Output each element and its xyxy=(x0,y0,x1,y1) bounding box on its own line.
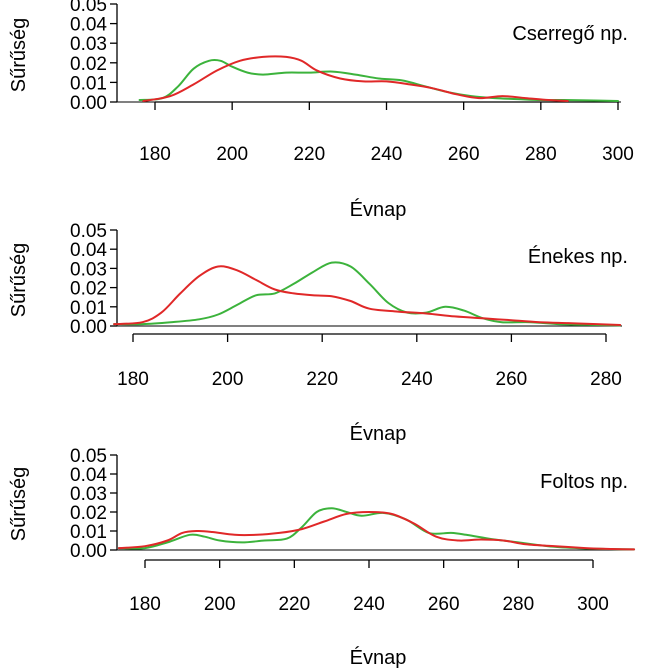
y-tick-label: 0.03 xyxy=(70,259,107,280)
panel-title-enekes: Énekes np. xyxy=(528,245,628,268)
x-tick-label: 280 xyxy=(590,369,622,390)
y-tick-label: 0.01 xyxy=(70,73,107,94)
y-tick-label: 0.04 xyxy=(70,15,107,36)
y-tick-label: 0.04 xyxy=(70,465,107,486)
x-axis-foltos: 180 200 220 240 260 280 300 xyxy=(129,559,609,615)
x-tick-label: 260 xyxy=(496,369,528,390)
y-tick-label: 0.02 xyxy=(70,503,107,524)
y-tick-label: 0.05 xyxy=(70,0,107,16)
x-axis-enekes: 180 200 220 240 260 280 xyxy=(117,333,622,390)
y-tick-label: 0.00 xyxy=(70,93,107,114)
density-line-red xyxy=(142,55,569,102)
y-axis-foltos: 0.000.010.020.030.040.05 xyxy=(70,446,634,562)
x-tick-label: 240 xyxy=(401,369,433,390)
y-axis-cserrego: 0.000.010.020.030.040.05 xyxy=(70,0,621,114)
x-tick-label: 180 xyxy=(117,369,149,390)
x-tick-label: 200 xyxy=(204,594,236,615)
x-tick-label: 260 xyxy=(428,594,460,615)
x-axis-cserrego: 180 200 220 240 260 280 300 xyxy=(139,101,634,165)
x-tick-label: 300 xyxy=(577,594,609,615)
x-axis-title-foltos: Évnap xyxy=(350,646,407,669)
x-tick-label: 220 xyxy=(278,594,310,615)
y-tick-label: 0.05 xyxy=(70,221,107,242)
panel-title-cserrego: Cserregő np. xyxy=(512,23,628,45)
y-tick-label: 0.02 xyxy=(70,279,107,300)
y-tick-label: 0.01 xyxy=(70,522,107,543)
y-tick-label: 0.01 xyxy=(70,298,107,319)
y-axis-title-cserrego: Sűrűség xyxy=(8,18,30,93)
y-tick-label: 0.05 xyxy=(70,446,107,467)
x-tick-label: 240 xyxy=(371,144,403,165)
x-tick-label: 180 xyxy=(139,144,171,165)
density-line-red xyxy=(117,511,636,551)
x-axis-title-cserrego: Évnap xyxy=(350,198,407,221)
x-tick-label: 220 xyxy=(293,144,325,165)
x-tick-label: 240 xyxy=(353,594,385,615)
y-tick-label: 0.03 xyxy=(70,484,107,505)
panel-title-foltos: Foltos np. xyxy=(540,471,628,493)
y-axis-enekes: 0.000.010.020.030.040.05 xyxy=(70,221,622,338)
panel-cserrego: 0.000.010.020.030.040.05 180 200 220 240 260… xyxy=(8,0,634,221)
density-line-green xyxy=(138,58,619,102)
y-axis-title-foltos: Sűrűség xyxy=(8,467,30,542)
y-tick-label: 0.03 xyxy=(70,34,107,55)
x-tick-label: 280 xyxy=(525,144,557,165)
y-tick-label: 0.04 xyxy=(70,240,107,261)
panel-enekes: 0.000.010.020.030.040.05 180 200 220 240 260… xyxy=(8,221,628,445)
y-tick-label: 0.00 xyxy=(70,317,107,338)
x-tick-label: 300 xyxy=(602,144,634,165)
x-tick-label: 260 xyxy=(448,144,480,165)
x-tick-label: 280 xyxy=(502,594,534,615)
x-tick-label: 220 xyxy=(306,369,338,390)
density-line-red xyxy=(113,265,622,326)
density-line-green xyxy=(113,261,622,327)
y-tick-label: 0.00 xyxy=(70,541,107,562)
density-line-green xyxy=(117,507,636,551)
y-tick-label: 0.02 xyxy=(70,54,107,75)
x-tick-label: 200 xyxy=(216,144,248,165)
y-axis-title-enekes: Sűrűség xyxy=(8,243,30,318)
series-cserrego xyxy=(138,55,619,102)
series-foltos xyxy=(117,507,636,551)
x-tick-label: 180 xyxy=(129,594,161,615)
panel-foltos: 0.000.010.020.030.040.05 180 200 220 240 260… xyxy=(8,446,636,669)
x-axis-title-enekes: Évnap xyxy=(350,422,407,445)
x-tick-label: 200 xyxy=(212,369,244,390)
series-enekes xyxy=(113,261,622,327)
